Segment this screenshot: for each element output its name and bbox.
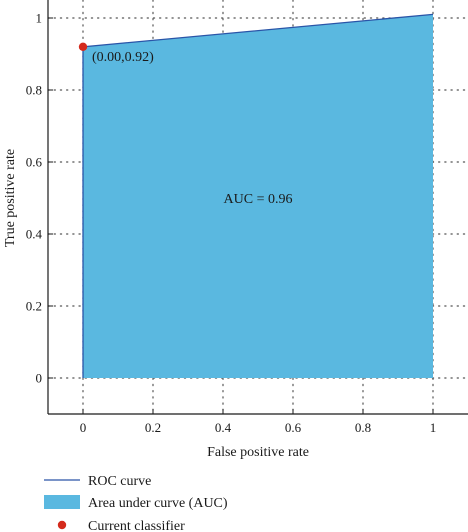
x-tick-label-1: 0.2 xyxy=(145,420,161,435)
x-tick-label-3: 0.6 xyxy=(285,420,302,435)
y-tick-label-1: 0.2 xyxy=(26,299,42,314)
y-tick-label-0: 0 xyxy=(36,371,43,386)
auc-annotation: AUC = 0.96 xyxy=(224,192,293,207)
y-tick-label-4: 0.8 xyxy=(26,83,42,98)
current-classifier-point xyxy=(78,42,88,51)
y-axis-title: True positive rate xyxy=(3,149,18,247)
y-tick-label-2: 0.4 xyxy=(26,227,43,242)
auc-area xyxy=(83,14,433,379)
legend-label-current-classifier: Current classifier xyxy=(88,519,185,532)
x-axis-title: False positive rate xyxy=(207,445,309,460)
current-classifier-label: (0.00,0.92) xyxy=(92,50,154,65)
axes xyxy=(47,0,468,415)
legend: ROC curve Area under curve (AUC) Current… xyxy=(44,474,228,532)
auc-area-layer xyxy=(83,14,433,379)
x-tick-label-5: 1 xyxy=(430,420,437,435)
y-tick-label-5: 1 xyxy=(36,11,43,26)
legend-label-roc-curve: ROC curve xyxy=(88,474,151,489)
y-tick-label-3: 0.6 xyxy=(26,155,43,170)
x-tick-label-4: 0.8 xyxy=(355,420,371,435)
legend-label-auc-area: Area under curve (AUC) xyxy=(88,496,228,511)
legend-swatch-auc-area xyxy=(44,495,80,509)
legend-swatch-current-classifier xyxy=(57,520,67,530)
current-classifier-layer xyxy=(78,42,88,51)
x-tick-label-2: 0.4 xyxy=(215,420,232,435)
x-tick-label-0: 0 xyxy=(80,420,87,435)
tick-labels: 0 0.2 0.4 0.6 0.8 1 0 0.2 0.4 0.6 0.8 1 xyxy=(26,11,437,436)
